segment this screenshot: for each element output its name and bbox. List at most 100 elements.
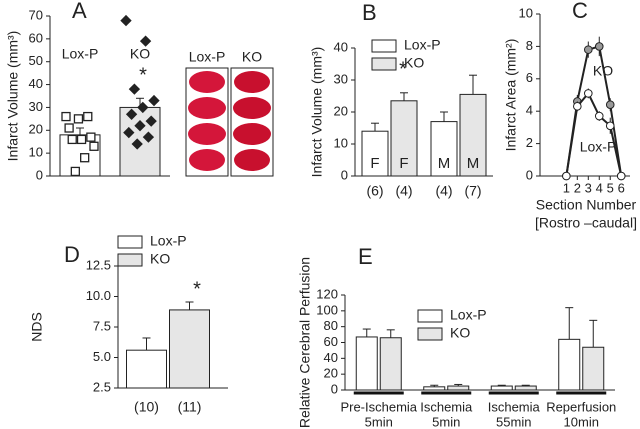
y-tick-label: 2 [526, 135, 533, 150]
data-point [605, 121, 615, 131]
data-point [76, 134, 87, 145]
x-tick-label: 1 [563, 180, 570, 195]
y-tick-label: 2.5 [93, 379, 111, 394]
y-tick-label: 100 [316, 302, 338, 317]
y-tick-label: 20 [324, 366, 338, 381]
x-tick-label: Ischemia [488, 399, 541, 414]
x-tick-label: Pre-Ischemia [340, 399, 417, 414]
bar [126, 349, 167, 389]
bar-label: M [467, 155, 480, 172]
data-point [86, 132, 96, 142]
data-point [61, 111, 71, 122]
data-point [73, 114, 84, 124]
panel-letter: A [72, 0, 87, 23]
x-tick-label: 2 [574, 180, 581, 195]
y-tick-label: 120 [316, 286, 338, 301]
data-point [142, 131, 155, 143]
y-tick-label: 6 [526, 70, 533, 85]
legend-swatch [117, 253, 143, 267]
x-axis-sublabel: [Rostro –caudal] [535, 215, 637, 231]
y-tick-label: 40 [324, 350, 338, 365]
legend-swatch [371, 57, 397, 71]
y-tick-label: 12.5 [86, 257, 111, 272]
n-label: (4) [435, 183, 452, 199]
legend-swatch [371, 39, 397, 53]
y-axis-label: Infarct Volume (mm³) [309, 47, 325, 178]
y-tick-label: 60 [29, 30, 43, 45]
y-tick-label: 30 [334, 71, 348, 86]
y-tick-label: 10.0 [86, 288, 111, 303]
y-axis-label: Infarct Area (mm²) [503, 39, 519, 152]
data-point [583, 45, 593, 54]
y-tick-label: 5.0 [93, 349, 111, 364]
y-tick-label: 0 [526, 167, 533, 182]
data-point [148, 94, 160, 107]
data-point [562, 171, 571, 181]
y-tick-label: 0 [36, 167, 43, 182]
legend-label: Lox-P [404, 37, 441, 53]
data-point [573, 102, 582, 111]
legend-swatch [117, 235, 143, 249]
x-tick-label: Reperfusion [546, 399, 616, 414]
legend-swatch [417, 309, 443, 323]
series-label: Lox-P [580, 139, 617, 155]
y-tick-label: 7.5 [93, 318, 111, 333]
brain-image: Lox-P KO [185, 49, 274, 177]
bar [169, 309, 210, 389]
series-label: KO [593, 63, 613, 79]
n-label: (11) [178, 399, 202, 415]
brain-slice [188, 123, 226, 145]
bar-label: F [370, 155, 379, 172]
x-tick-sublabel: 5min [365, 414, 393, 429]
y-tick-label: 50 [29, 53, 43, 68]
data-point [616, 171, 626, 181]
x-axis-label: Section Number [536, 197, 637, 213]
y-tick-label: 10 [29, 145, 43, 160]
legend-label: Lox-P [150, 233, 187, 249]
bar [558, 338, 581, 391]
n-label: (10) [134, 399, 159, 415]
data-point [67, 134, 77, 145]
legend-label: Lox-P [450, 307, 487, 323]
data-point [125, 108, 138, 120]
bar-label: F [399, 155, 408, 172]
legend-label: KO [404, 55, 424, 71]
bar [490, 385, 513, 391]
x-tick-sublabel: 5min [432, 414, 460, 429]
y-tick-label: 8 [526, 38, 533, 53]
y-tick-label: 60 [324, 334, 338, 349]
brain-slice [189, 71, 225, 93]
data-point [120, 14, 132, 27]
brain-slice [188, 97, 226, 119]
legend-label: KO [450, 325, 470, 341]
data-point [89, 141, 99, 151]
x-tick-label: 5 [607, 180, 614, 195]
panel-letter: B [362, 0, 377, 25]
image-label: Lox-P [189, 49, 226, 65]
y-tick-label: 80 [324, 318, 338, 333]
x-tick-sublabel: 55min [496, 414, 531, 429]
y-tick-label: 10 [334, 135, 348, 150]
bar [514, 385, 537, 391]
category-label: Lox-P [62, 46, 99, 62]
x-tick-label: 6 [618, 180, 625, 195]
y-tick-label: 40 [334, 39, 348, 54]
annotation: * [193, 278, 201, 300]
x-tick-label: 4 [596, 180, 603, 195]
bar [447, 385, 470, 391]
brain-slice [234, 149, 270, 171]
bar [582, 346, 605, 391]
category-label: KO [130, 46, 150, 62]
y-tick-label: 70 [29, 7, 43, 22]
image-label: KO [242, 49, 262, 65]
data-point [83, 111, 93, 122]
data-point [80, 153, 90, 163]
annotation: * [399, 58, 407, 80]
y-tick-label: 20 [334, 103, 348, 118]
bar [355, 336, 378, 391]
bar [423, 386, 446, 391]
brain-slice [233, 97, 271, 119]
data-point [70, 166, 80, 177]
annotation: * [139, 64, 147, 86]
